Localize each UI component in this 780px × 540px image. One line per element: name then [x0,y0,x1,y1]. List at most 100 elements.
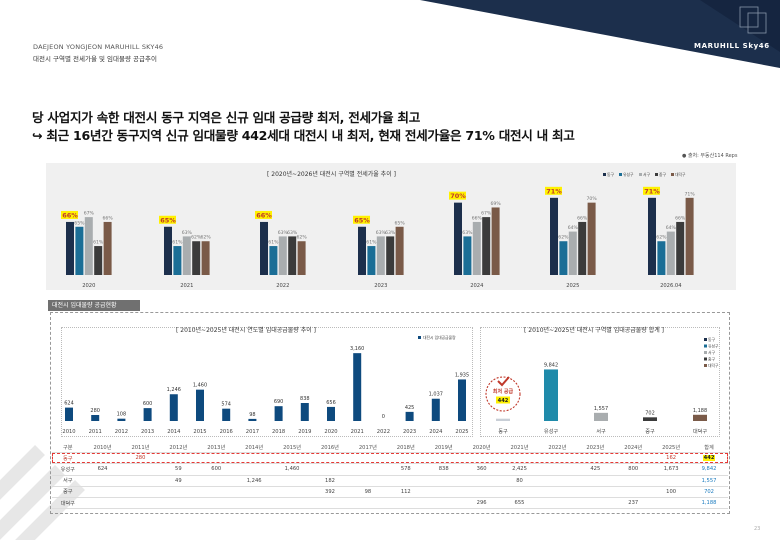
bar-유성구 [544,369,558,421]
table-cell: 2010년 [83,442,122,454]
page-number: 23 [754,526,761,532]
table-cell: 2024년 [614,442,653,454]
donggu-row-highlight [52,453,728,463]
table-cell: 1,460 [273,463,312,476]
bar-2022-중구 [288,236,297,275]
bar-2010 [65,407,73,421]
value-label-2021-동구: 65% [160,216,176,224]
table-cell [197,475,236,487]
district-supply-frame [480,327,720,437]
section-tag: 대전시 임대물량 공급현황 [48,300,140,311]
value-label-2023-서구: 63% [376,230,387,236]
bar-2021-중구 [192,241,201,275]
table-cell [386,452,425,465]
category-label-2019: 2019 [298,429,311,435]
table-cell [538,475,577,487]
legend-label-0: 대전시 임대공급물량 [423,335,456,340]
category-label-2016: 2016 [220,429,233,435]
table-row-label: 구분 [52,442,84,454]
chart-title: [ 2020년~2026년 대전시 구역별 전세가율 추이 ] [267,170,396,178]
table-cell: 655 [500,497,539,510]
bar-2026.04-대덕구 [685,197,694,275]
bar-2024-중구 [482,217,491,275]
bar-2023-대덕구 [395,226,404,275]
bar-2026.04-동구 [648,197,656,275]
bar-2017 [248,418,257,421]
value-label-2025-서구: 64% [568,225,579,231]
value-label-2026.04-유성구: 62% [656,235,667,241]
bar-2020-대덕구 [103,221,112,275]
value-label-2022-동구: 66% [256,211,272,219]
bar-2012 [117,418,126,421]
value-label-중구: 702 [645,410,655,416]
table-cell [197,486,236,498]
value-label-2018: 690 [274,399,284,405]
category-label-2012: 2012 [115,429,128,435]
value-label-2023-중구: 63% [385,230,396,236]
table-cell [576,497,615,510]
value-label-2019: 838 [300,396,310,402]
value-label-2025: 1,935 [455,372,469,378]
table-cell [614,475,653,487]
value-label-2024-서구: 66% [472,215,483,221]
table-cell: 합계 [690,442,728,454]
bar-2023-동구 [358,226,366,275]
category-label-2015: 2015 [193,429,206,435]
bar-2025-동구 [550,197,558,275]
bar-2018 [274,406,283,421]
value-label-2023-대덕구: 65% [394,220,405,226]
bar-2021-유성구 [173,246,182,275]
table-cell [121,475,160,487]
legend-swatch-1 [619,173,622,176]
table-cell [235,452,274,465]
table-cell [121,486,160,498]
table-cell: 600 [197,463,236,476]
bar-서구 [594,412,608,421]
source-note: ● 출처: 부동산114 Reps [682,153,738,159]
table-cell: 442 [690,452,728,465]
supply-section-box [50,312,730,514]
table-cell [424,497,463,510]
category-label-2024: 2024 [429,429,443,435]
value-label-2023: 425 [405,405,415,411]
bar-2022-대덕구 [297,241,306,275]
value-label-2026.04-동구: 71% [644,187,660,195]
table-cell: 237 [614,497,653,510]
legend-swatch-3 [704,357,707,361]
chart-title: [ 2010년~2025년 대전시 연도별 임대공급물량 추이 ] [176,326,316,334]
table-cell: 9,842 [690,463,728,476]
bar-2025 [458,379,466,421]
bar-2024 [431,398,440,421]
table-cell: 182 [311,475,349,487]
value-label-2015: 1,460 [193,383,207,389]
value-label-2020-서구: 67% [84,211,95,217]
highlight-2026.04 [643,186,660,195]
table-row: 구분 2010년 2011년 2012년 2013년 2014년 2015년 2016년 201… [52,442,728,454]
table-cell: 1,557 [690,475,728,487]
table-cell [348,452,387,465]
value-label-2024-동구: 70% [450,192,466,200]
table-cell: 1,673 [652,463,691,476]
value-label-유성구: 9,842 [544,362,558,368]
value-label-2022-중구: 63% [287,230,298,236]
bar-2022-동구 [260,221,268,275]
brand-text: DAEJEON YONGJEON MARUHILL SKY46 [33,43,164,51]
legend-swatch-3 [655,173,658,176]
table-cell: 2017년 [348,442,387,454]
table-cell [121,463,160,476]
table-cell [538,452,577,465]
value-label-2020: 656 [326,400,336,406]
highlight-2020 [61,210,78,219]
table-cell: 59 [159,463,198,476]
value-label-2021: 3,160 [350,346,364,352]
logo-text: MARUHILL Sky46 [694,42,770,50]
table-cell [235,486,274,498]
table-cell: 2011년 [121,442,160,454]
table-cell [500,486,539,498]
table-cell: 578 [386,463,425,476]
value-label-2022-대덕구: 62% [296,235,307,241]
table-cell [197,452,236,465]
table-cell [424,486,463,498]
table-cell [576,475,615,487]
table-row: 동구 280 162 442 [52,452,728,465]
